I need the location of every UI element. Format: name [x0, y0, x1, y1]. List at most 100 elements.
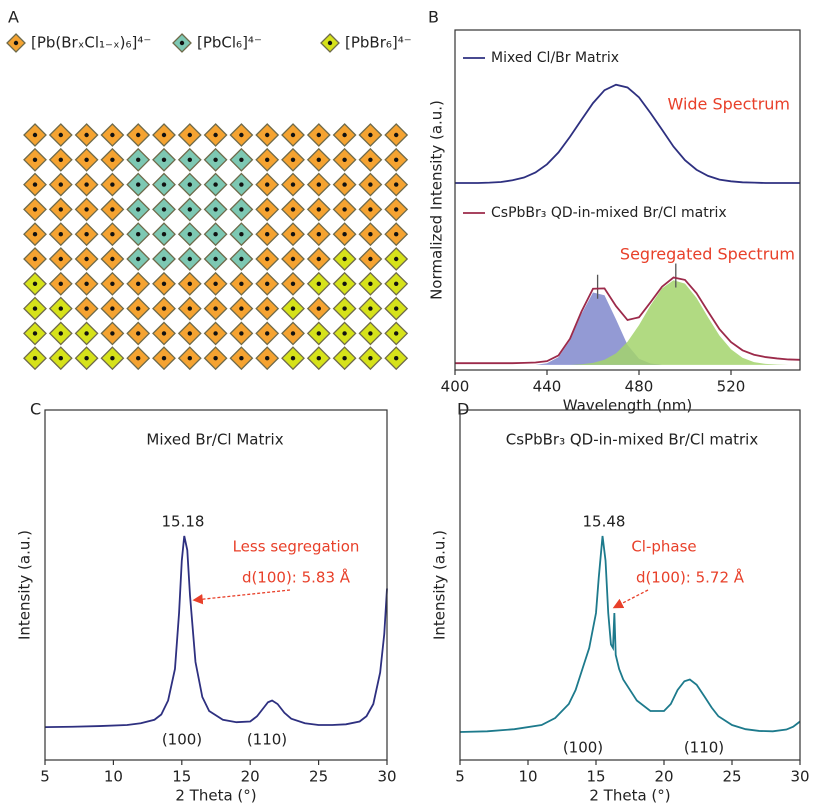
diamond-dot [136, 132, 141, 138]
panel-label: A [8, 8, 19, 27]
diamond-dot [110, 256, 115, 262]
diamond-dot [265, 182, 270, 187]
y-axis-label: Intensity (a.u.) [16, 530, 34, 640]
diamond-dot [136, 157, 141, 162]
x-tick-label: 30 [790, 768, 809, 786]
diamond-dot [84, 256, 89, 262]
diamond-dot [187, 157, 192, 162]
annotation: (110) [684, 739, 724, 757]
diamond-dot [84, 356, 89, 361]
annotation-arrow [192, 589, 291, 605]
diamond-dot [187, 207, 192, 212]
diamond-dot [394, 232, 399, 237]
diamond-dot [84, 157, 89, 162]
diamond-dot [161, 331, 167, 336]
diamond-dot [187, 331, 192, 336]
diamond-dot [290, 207, 296, 212]
diamond-dot [290, 232, 296, 237]
diamond-dot [161, 356, 167, 361]
diamond-dot [265, 232, 270, 237]
diamond-dot [161, 281, 167, 286]
diamond-dot [213, 182, 218, 187]
chart-title: CsPbBr₃ QD-in-mixed Br/Cl matrix [506, 431, 759, 449]
diamond-dot [58, 356, 63, 361]
diamond-dot [110, 157, 115, 162]
diamond-dot [239, 157, 244, 162]
diamond-dot [84, 306, 89, 311]
diamond-dot [239, 256, 244, 262]
diamond-dot [136, 232, 141, 237]
diamond-dot [187, 306, 192, 311]
diamond-dot [342, 331, 347, 336]
diamond-dot [58, 331, 63, 336]
x-tick-label: 20 [654, 768, 673, 786]
diamond-dot [161, 256, 167, 262]
diamond-dot [316, 157, 321, 162]
diamond-dot [161, 182, 167, 187]
diamond-dot [110, 306, 115, 311]
diamond-dot [316, 356, 321, 361]
diamond-dot [394, 207, 399, 212]
diamond-dot [342, 356, 347, 361]
annotation: (100) [162, 731, 202, 749]
legend-label: [PbCl₆]⁴⁻ [197, 34, 262, 52]
diamond-dot [316, 281, 321, 286]
panel-label: D [457, 400, 469, 419]
diamond-dot [342, 306, 347, 311]
diamond-dot [32, 331, 38, 336]
diamond-dot [58, 281, 63, 286]
diamond-dot [58, 232, 63, 237]
diamond-dot [213, 281, 218, 286]
diamond-dot [58, 157, 63, 162]
diamond-dot [265, 256, 270, 262]
diamond-dot [58, 256, 63, 262]
diamond-dot [32, 306, 38, 311]
x-tick-label: 400 [441, 378, 470, 396]
diamond-dot [187, 356, 192, 361]
diamond-dot [110, 331, 115, 336]
diamond-dot [32, 356, 38, 361]
diamond-dot [239, 132, 244, 138]
diamond-dot [394, 256, 399, 262]
diamond-dot [265, 132, 270, 138]
panel-label: B [428, 8, 439, 27]
annotation: 15.18 [162, 513, 205, 531]
area [455, 280, 800, 365]
diamond-dot [368, 256, 373, 262]
diamond-dot [136, 331, 141, 336]
diamond-dot [213, 331, 218, 336]
diamond-dot [239, 331, 244, 336]
diamond-dot [290, 306, 296, 311]
plot-frame [454, 29, 801, 371]
x-axis-label: 2 Theta (°) [589, 787, 670, 805]
annotation: Less segregation [233, 538, 360, 556]
diamond-dot [136, 256, 141, 262]
diamond-dot [58, 182, 63, 187]
diamond-dot [84, 182, 89, 187]
annotation: d(100): 5.72 Å [636, 568, 745, 587]
legend-label: CsPbBr₃ QD-in-mixed Br/Cl matrix [491, 205, 727, 221]
x-axis-label: Wavelength (nm) [563, 397, 693, 415]
diamond-dot [32, 232, 38, 237]
panel-label: C [30, 400, 41, 419]
annotation: (100) [563, 739, 603, 757]
line-series [455, 83, 800, 184]
diamond-dot [265, 207, 270, 212]
diamond-dot [342, 256, 347, 262]
diamond-dot [32, 132, 38, 138]
diamond-dot [58, 132, 63, 138]
diamond-dot [316, 256, 321, 262]
diamond-dot [58, 306, 63, 311]
diamond-dot [290, 182, 296, 187]
diamond-dot [368, 157, 373, 162]
diamond-dot [290, 281, 296, 286]
diamond-dot [290, 356, 296, 361]
diamond-dot [187, 256, 192, 262]
annotation: d(100): 5.83 Å [242, 568, 351, 587]
diamond-dot [316, 232, 321, 237]
diamond-dot [110, 281, 115, 286]
diamond-dot [368, 281, 373, 286]
diamond-dot [187, 281, 192, 286]
diamond-dot [32, 256, 38, 262]
